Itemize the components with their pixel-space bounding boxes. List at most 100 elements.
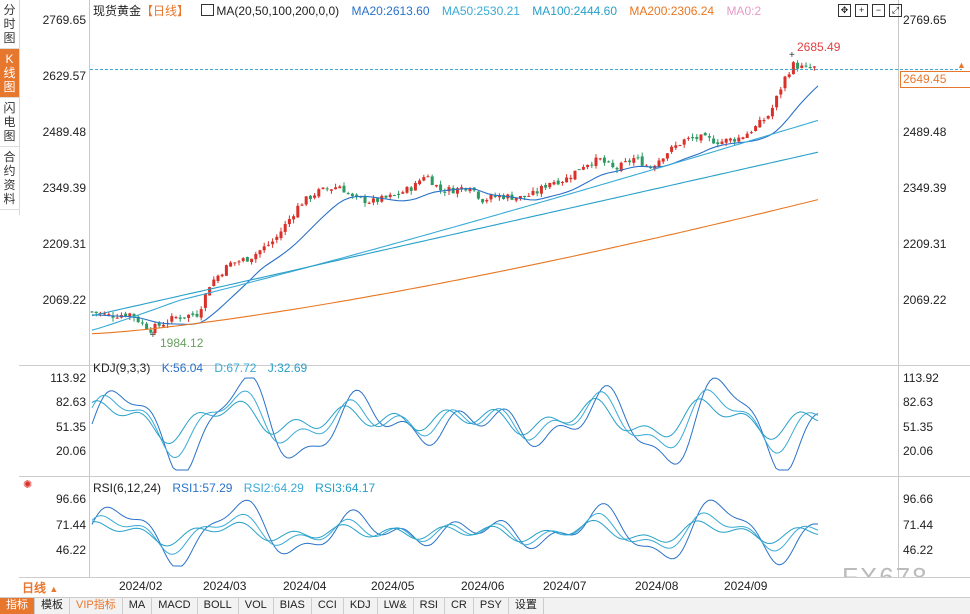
date-tick: 2024/03 xyxy=(203,579,247,593)
candle-body xyxy=(292,216,296,220)
zoom-out-icon[interactable]: − xyxy=(872,4,885,17)
date-tick: 2024/05 xyxy=(371,579,415,593)
rsi-legend: RSI(6,12,24) RSI1:57.29 RSI2:64.29 RSI3:… xyxy=(93,481,383,495)
candle-body xyxy=(699,134,703,141)
candle-body xyxy=(170,316,174,322)
candle-body xyxy=(594,157,598,166)
kdj-tick: 113.92 xyxy=(50,371,86,385)
price-tick: 2069.22 xyxy=(42,293,86,307)
kdj-j-line xyxy=(91,377,819,471)
move-icon[interactable]: ✥ xyxy=(838,4,851,17)
candle-body xyxy=(686,137,690,139)
candle-body xyxy=(304,196,308,205)
candle-body xyxy=(804,65,808,67)
tab-cci[interactable]: CCI xyxy=(312,598,344,614)
price-tick: 2489.48 xyxy=(42,125,86,139)
rsi2-line xyxy=(91,512,819,555)
tab-ma[interactable]: MA xyxy=(123,598,153,614)
kdj-k: K:56.04 xyxy=(161,361,204,375)
candle-body xyxy=(229,262,233,267)
rsi3-line xyxy=(91,519,819,547)
candle-body xyxy=(367,202,371,204)
kdj-tick-right: 82.63 xyxy=(903,395,934,409)
candle-body xyxy=(476,191,480,199)
candle-body xyxy=(388,194,392,197)
tab-timeshare[interactable]: 分时图 xyxy=(0,0,19,49)
panel-divider xyxy=(19,365,970,366)
candle-body xyxy=(665,153,669,159)
candle-body xyxy=(392,195,396,196)
tab-indicators[interactable]: 指标 xyxy=(0,598,35,614)
tab-kdj[interactable]: KDJ xyxy=(344,598,378,614)
ma-settings-icon[interactable] xyxy=(201,4,215,16)
chart-toolbar: ✥ + − ⤢ xyxy=(838,2,906,17)
rsi-settings-icon[interactable]: ✺ xyxy=(23,479,33,491)
tab-flash[interactable]: 闪电图 xyxy=(0,98,19,147)
candle-body xyxy=(199,309,203,318)
fullscreen-icon[interactable]: ⤢ xyxy=(889,4,902,17)
candle-body xyxy=(413,183,417,191)
candle-body xyxy=(712,138,716,144)
tab-vip-indicators[interactable]: VIP指标 xyxy=(70,598,123,614)
candle-body xyxy=(661,158,665,162)
kdj-label[interactable]: KDJ(9,3,3) xyxy=(93,361,151,375)
tab-macd[interactable]: MACD xyxy=(152,598,198,614)
candle-body xyxy=(94,311,98,313)
tab-kline[interactable]: K线图 xyxy=(0,49,19,98)
tab-settings[interactable]: 设置 xyxy=(509,598,544,614)
candle-body xyxy=(363,196,367,203)
indicator-tabs: 指标 模板 VIP指标 MA MACD BOLL VOL BIAS CCI KD… xyxy=(0,597,970,614)
plot-area[interactable] xyxy=(89,0,899,577)
tab-cr[interactable]: CR xyxy=(445,598,474,614)
tab-rsi[interactable]: RSI xyxy=(414,598,445,614)
candle-body xyxy=(560,182,564,183)
tab-vol[interactable]: VOL xyxy=(239,598,274,614)
candle-body xyxy=(628,160,632,163)
period-button[interactable]: 日线 ▲ xyxy=(22,579,68,595)
ma-label[interactable]: MA(20,50,100,200,0,0) xyxy=(216,4,340,18)
candle-body xyxy=(754,126,758,131)
candle-body xyxy=(434,185,438,187)
tab-lwr[interactable]: LW& xyxy=(378,598,414,614)
rsi-tick-right: 71.44 xyxy=(903,518,934,532)
zoom-in-icon[interactable]: + xyxy=(855,4,868,17)
candle-body xyxy=(531,190,535,195)
candle-body xyxy=(426,176,430,178)
candle-body xyxy=(737,137,741,142)
candle-body xyxy=(741,137,745,139)
candle-body xyxy=(783,76,787,89)
candle-body xyxy=(581,167,585,170)
candle-body xyxy=(115,317,119,319)
candle-body xyxy=(527,195,531,197)
tab-contract-info[interactable]: 合约资料 xyxy=(0,147,19,210)
rsi3-value: RSI3:64.17 xyxy=(315,481,376,495)
rsi-label[interactable]: RSI(6,12,24) xyxy=(93,481,162,495)
candle-body xyxy=(796,62,800,69)
date-tick: 2024/07 xyxy=(543,579,587,593)
candle-body xyxy=(770,108,774,117)
rsi-tick: 71.44 xyxy=(55,518,86,532)
ma0-value: MA0:2 xyxy=(726,4,762,18)
candle-body xyxy=(124,313,128,317)
candle-body xyxy=(405,187,409,193)
current-price-marker: ▲ xyxy=(957,60,966,70)
ma200-line xyxy=(91,199,819,335)
tab-templates[interactable]: 模板 xyxy=(35,598,70,614)
candle-body xyxy=(103,313,107,315)
candle-body xyxy=(191,313,195,315)
candle-body xyxy=(775,95,779,108)
candle-body xyxy=(749,132,753,134)
tab-boll[interactable]: BOLL xyxy=(198,598,239,614)
low-annotation: 1984.12 xyxy=(160,336,204,350)
candle-body xyxy=(371,198,375,203)
candle-body xyxy=(674,145,678,148)
candle-body xyxy=(262,246,266,251)
candle-body xyxy=(203,294,207,308)
candle-body xyxy=(695,137,699,139)
kdj-d-line xyxy=(91,397,819,445)
tab-psy[interactable]: PSY xyxy=(474,598,509,614)
tab-bias[interactable]: BIAS xyxy=(274,598,312,614)
candle-body xyxy=(107,314,111,316)
candle-body xyxy=(397,193,401,195)
chart-canvas[interactable]: ▲ 2685.49 1984.12 + + xyxy=(0,0,970,577)
